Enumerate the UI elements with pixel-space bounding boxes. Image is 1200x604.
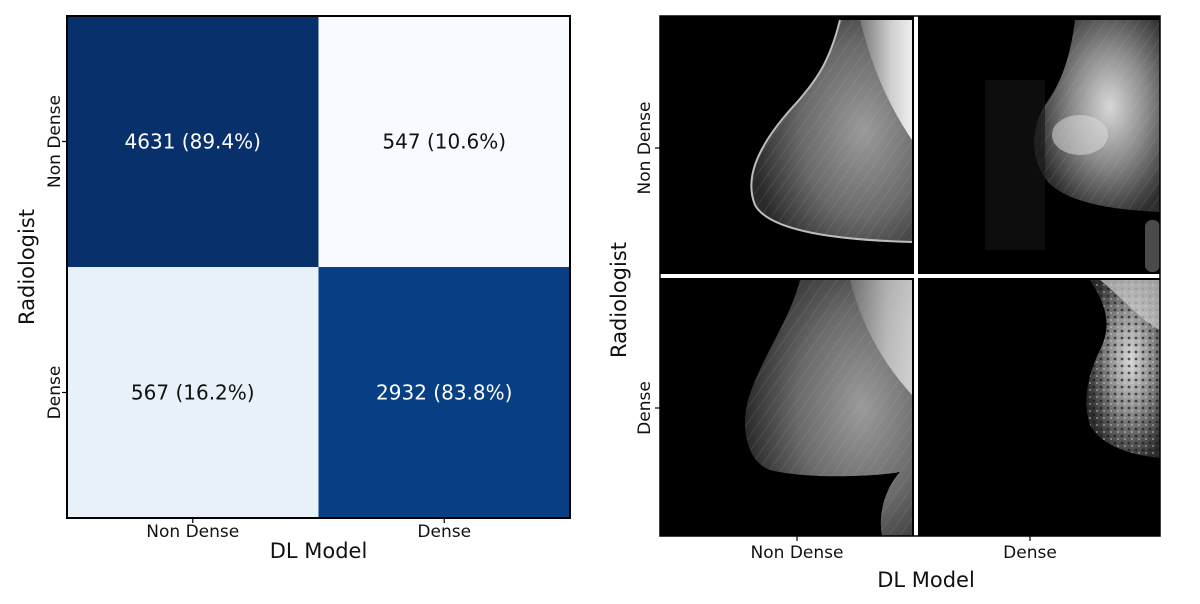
x-tick-label: Non Dense xyxy=(751,543,844,563)
cell-label: 567 (16.2%) xyxy=(131,381,255,405)
x-axis-title: DL Model xyxy=(877,568,975,592)
y-axis-title: Radiologist xyxy=(607,242,631,358)
cell-label: 4631 (89.4%) xyxy=(125,130,261,154)
cell-label: 547 (10.6%) xyxy=(382,130,506,154)
heatmap-cell xyxy=(318,16,570,267)
heatmap-cell xyxy=(318,267,570,518)
y-tick-label: Non Dense xyxy=(635,102,655,195)
cell-label: 2932 (83.8%) xyxy=(376,381,512,405)
y-tick-label: Non Dense xyxy=(45,95,65,188)
heatmap-cell xyxy=(67,16,319,267)
panel-divider xyxy=(660,274,1160,278)
mammogram-icon xyxy=(744,280,912,536)
mammogram-image-grid: Non Dense Dense Non Dense Dense DL Model Radi… xyxy=(607,15,1161,592)
x-tick-label: Dense xyxy=(1003,543,1057,563)
heatmap-frame xyxy=(66,15,571,519)
x-tick-label: Non Dense xyxy=(146,522,239,542)
mammogram-icon xyxy=(985,20,1160,272)
x-tick-label: Dense xyxy=(417,522,471,542)
confusion-matrix-heatmap: 4631 (89.4%) 547 (10.6%) 567 (16.2%) 2932 (… xyxy=(15,15,571,563)
mammogram-icon xyxy=(1086,280,1160,458)
y-tick-label: Dense xyxy=(635,381,655,435)
image-grid-frame xyxy=(659,15,1161,537)
mammogram-icon xyxy=(750,19,913,243)
heatmap-cell xyxy=(67,267,319,518)
x-axis-title: DL Model xyxy=(270,539,368,563)
y-tick-label: Dense xyxy=(45,366,65,420)
y-axis-title: Radiologist xyxy=(15,209,39,325)
